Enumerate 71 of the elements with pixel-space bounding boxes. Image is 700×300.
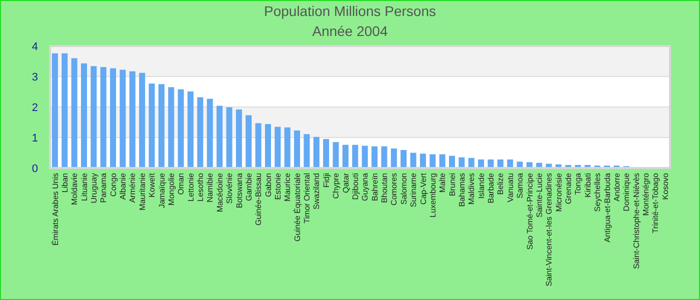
x-tick-label: Djibouti <box>350 172 360 200</box>
x-tick-label: Botswana <box>234 172 244 208</box>
x-tick-label: Bahamas <box>457 173 466 207</box>
chart-title: Population Millions Persons <box>264 3 436 19</box>
x-tick-label: Panama <box>99 172 108 203</box>
x-tick-label: Kiribati <box>583 172 592 198</box>
x-tick-label: Luxembourg <box>428 173 438 218</box>
x-tick-label: Émirats Arabes Unis <box>50 173 60 246</box>
x-tick-label: Cap-Vert <box>418 172 428 205</box>
x-tick-label: Seychelles <box>593 173 602 212</box>
x-tick-label: Tonga <box>574 172 583 195</box>
x-tick-label: Guinée-Bissau <box>254 173 264 226</box>
y-tick-label: 4 <box>32 40 38 53</box>
x-tick-label: Kosovo <box>660 172 670 200</box>
y-tick-label: 0 <box>32 162 38 175</box>
x-tick-label: Belize <box>496 172 506 195</box>
x-tick-label: Slovénie <box>225 172 234 204</box>
x-tick-label: Micronésie <box>554 172 564 212</box>
x-tick-label: Grenade <box>564 172 574 204</box>
x-tick-label: Liban <box>60 173 70 193</box>
x-tick-label: Guyana <box>360 172 370 202</box>
x-tick-label: Antigua-et-Barbuda <box>602 172 612 242</box>
x-tick-label: Fidji <box>322 172 331 188</box>
x-tick-label: Gabon <box>264 173 273 198</box>
x-tick-label: Bhoutan <box>380 173 390 203</box>
x-tick-label: Mongolie <box>166 172 176 206</box>
x-tick-label: Gambie <box>244 172 254 202</box>
x-tick-label: Comores <box>390 173 399 206</box>
x-tick-label: Maurice <box>283 172 292 202</box>
x-tick-label: Malte <box>438 172 448 193</box>
x-tick-label: Estonie <box>273 172 282 200</box>
x-tick-label: Salomon <box>399 173 408 205</box>
x-tick-label: Islande <box>476 172 486 199</box>
x-tick-label: Namibie <box>206 172 215 202</box>
x-tick-label: Bahreïn <box>370 173 380 202</box>
x-tick-label: Koweït <box>148 172 157 198</box>
chart-subtitle: Année 2004 <box>312 23 388 39</box>
x-tick-label: Arménie <box>128 172 138 203</box>
x-tick-label: Sao Tomé-et-Principe <box>525 172 534 250</box>
x-tick-label: Samoa <box>516 172 525 198</box>
y-tick-label: 3 <box>32 71 38 84</box>
x-tick-label: Trinité-et-Tobago <box>651 172 660 234</box>
x-tick-label: Jamaïque <box>157 172 166 208</box>
x-tick-label: Uruguay <box>89 173 98 204</box>
x-tick-label: Saint-Vincent-et-les Grenadines <box>544 173 554 286</box>
x-tick-label: Sainte-Lucie <box>534 172 544 218</box>
x-tick-label: Barbade <box>486 172 496 204</box>
x-tick-label: Vanuatu <box>506 173 515 202</box>
y-tick-label: 2 <box>32 102 38 114</box>
x-tick-label: Dominique <box>622 172 632 212</box>
x-tick-label: Albanie <box>118 172 128 200</box>
x-tick-label: Suriname <box>409 172 418 208</box>
x-tick-label: Chypre <box>332 172 341 199</box>
x-tick-label: Guinée Équatoriale <box>292 172 302 242</box>
x-tick-label: Lettonie <box>186 172 196 202</box>
x-tick-label: Mauritanie <box>138 172 147 210</box>
x-tick-label: Saint-Christophe-et-Niévès <box>632 173 641 270</box>
x-tick-label: Monténégro <box>641 172 650 216</box>
x-tick-label: Timor Oriental <box>302 172 312 224</box>
x-tick-label: Qatar <box>341 172 350 194</box>
x-tick-label: Maldives <box>467 173 476 205</box>
x-tick-label: Macédoine <box>215 172 224 212</box>
x-tick-label: Andorre <box>612 172 622 202</box>
x-tick-label: Swaziland <box>312 173 322 210</box>
x-tick-label: Brunei <box>448 172 457 196</box>
x-tick-label: Lesotho <box>196 172 206 202</box>
x-tick-label: Congo <box>108 172 118 197</box>
x-tick-label: Oman <box>176 173 186 195</box>
x-tick-label: Moldavie <box>70 172 80 206</box>
y-tick-label: 1 <box>32 132 38 144</box>
x-tick-label: Lituanie <box>80 172 89 202</box>
